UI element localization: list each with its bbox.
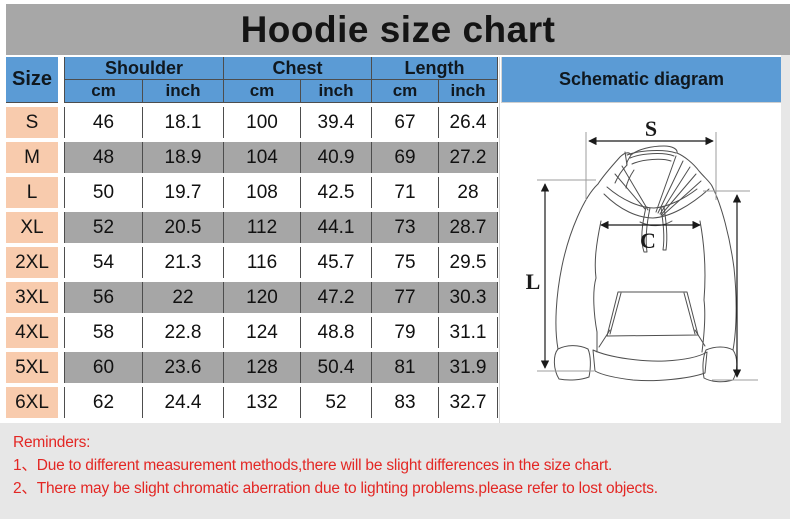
value-cell: 71	[371, 177, 438, 208]
length-group-header: Length	[371, 57, 498, 80]
unit-header-cm: cm	[371, 80, 438, 103]
value-cell: 22.8	[142, 317, 223, 348]
size-cell: 3XL	[6, 282, 58, 313]
shoulder-group-header: Shoulder	[64, 57, 223, 80]
measurement-guides	[537, 132, 758, 381]
shoulder-measure-label: S	[645, 116, 657, 141]
length-measure-label: L	[526, 269, 541, 294]
value-cell: 27.2	[438, 142, 498, 173]
value-cell: 108	[223, 177, 300, 208]
unit-header-inch: inch	[438, 80, 498, 103]
size-cell: XL	[6, 212, 58, 243]
value-cell: 28	[438, 177, 498, 208]
value-cell: 46	[64, 107, 142, 138]
value-cell: 77	[371, 282, 438, 313]
value-cell: 112	[223, 212, 300, 243]
value-cell: 32.7	[438, 387, 498, 418]
size-table: Size Shoulder Chest Length cm inch cm in…	[6, 57, 781, 418]
value-cell: 116	[223, 247, 300, 278]
reminders-block: Reminders: 1、Due to different measuremen…	[13, 431, 658, 500]
value-cell: 50	[64, 177, 142, 208]
reminders-heading: Reminders:	[13, 434, 91, 451]
reminder-item: 1、Due to different measurement methods,t…	[13, 457, 613, 474]
value-cell: 39.4	[300, 107, 371, 138]
schematic-svg: S C L	[526, 116, 758, 383]
reminder-item: 2、There may be slight chromatic aberrati…	[13, 480, 658, 497]
value-cell: 40.9	[300, 142, 371, 173]
page-title: Hoodie size chart	[240, 8, 556, 50]
value-cell: 100	[223, 107, 300, 138]
value-cell: 42.5	[300, 177, 371, 208]
value-cell: 58	[64, 317, 142, 348]
chest-measure-label: C	[640, 228, 656, 253]
size-cell: S	[6, 107, 58, 138]
value-cell: 26.4	[438, 107, 498, 138]
value-cell: 18.1	[142, 107, 223, 138]
value-cell: 23.6	[142, 352, 223, 383]
value-cell: 120	[223, 282, 300, 313]
value-cell: 54	[64, 247, 142, 278]
value-cell: 20.5	[142, 212, 223, 243]
size-column-header: Size	[6, 57, 58, 103]
size-cell: 2XL	[6, 247, 58, 278]
value-cell: 31.1	[438, 317, 498, 348]
value-cell: 48	[64, 142, 142, 173]
size-cell: 5XL	[6, 352, 58, 383]
value-cell: 44.1	[300, 212, 371, 243]
value-cell: 28.7	[438, 212, 498, 243]
value-cell: 19.7	[142, 177, 223, 208]
value-cell: 62	[64, 387, 142, 418]
value-cell: 60	[64, 352, 142, 383]
chest-group-header: Chest	[223, 57, 371, 80]
value-cell: 45.7	[300, 247, 371, 278]
value-cell: 67	[371, 107, 438, 138]
value-cell: 75	[371, 247, 438, 278]
value-cell: 52	[64, 212, 142, 243]
value-cell: 128	[223, 352, 300, 383]
value-cell: 48.8	[300, 317, 371, 348]
value-cell: 29.5	[438, 247, 498, 278]
value-cell: 52	[300, 387, 371, 418]
value-cell: 79	[371, 317, 438, 348]
value-cell: 124	[223, 317, 300, 348]
value-cell: 69	[371, 142, 438, 173]
value-cell: 56	[64, 282, 142, 313]
value-cell: 73	[371, 212, 438, 243]
value-cell: 47.2	[300, 282, 371, 313]
value-cell: 31.9	[438, 352, 498, 383]
size-cell: 6XL	[6, 387, 58, 418]
schematic-column-header: Schematic diagram	[501, 57, 781, 103]
value-cell: 24.4	[142, 387, 223, 418]
title-band: Hoodie size chart	[6, 4, 790, 55]
value-cell: 21.3	[142, 247, 223, 278]
measurement-arrows	[540, 136, 742, 378]
unit-header-inch: inch	[300, 80, 371, 103]
size-cell: L	[6, 177, 58, 208]
value-cell: 104	[223, 142, 300, 173]
unit-header-cm: cm	[223, 80, 300, 103]
hoodie-drawing	[553, 145, 738, 383]
value-cell: 18.9	[142, 142, 223, 173]
value-cell: 30.3	[438, 282, 498, 313]
value-cell: 22	[142, 282, 223, 313]
table-schematic-divider	[499, 57, 500, 423]
value-cell: 83	[371, 387, 438, 418]
unit-header-inch: inch	[142, 80, 223, 103]
value-cell: 81	[371, 352, 438, 383]
size-cell: 4XL	[6, 317, 58, 348]
value-cell: 132	[223, 387, 300, 418]
size-cell: M	[6, 142, 58, 173]
value-cell: 50.4	[300, 352, 371, 383]
unit-header-cm: cm	[64, 80, 142, 103]
